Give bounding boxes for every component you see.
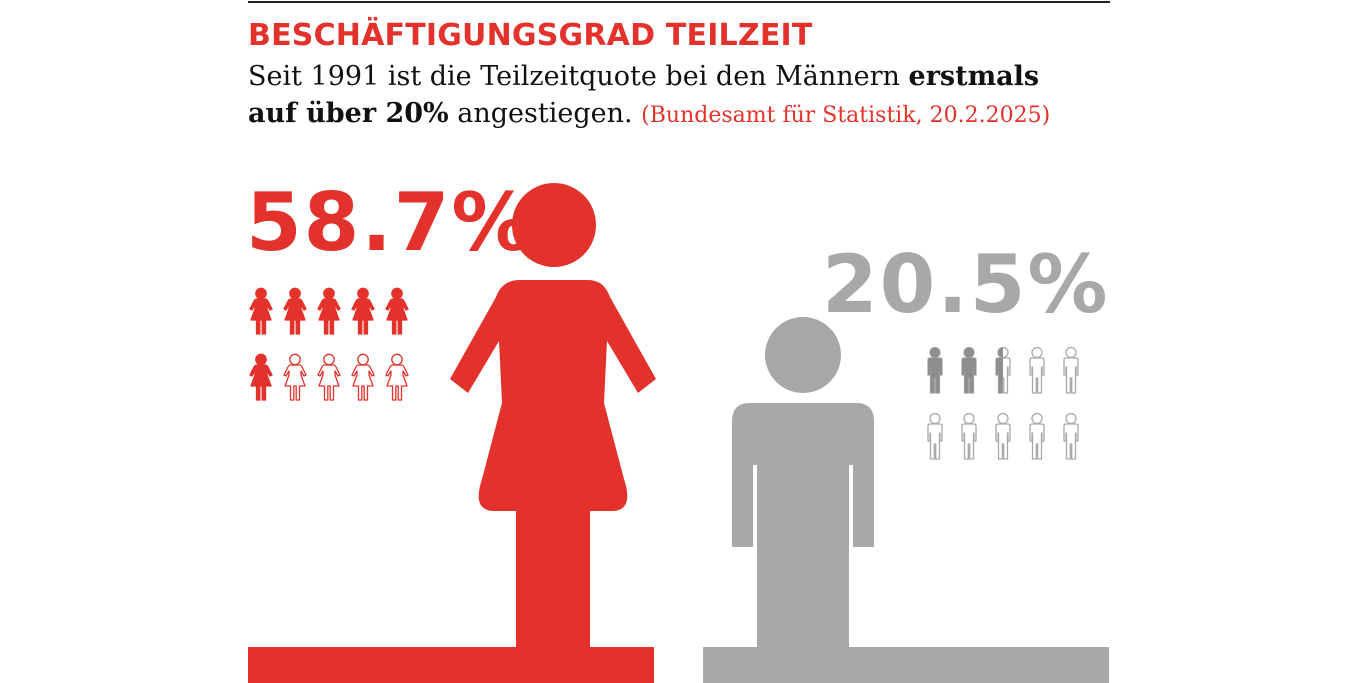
women-grid-icon (351, 353, 375, 401)
women-floor-bar (248, 647, 654, 683)
subtitle-bold-1: erstmals (908, 61, 1040, 92)
men-floor-bar (703, 647, 1109, 683)
men-grid-icon (927, 412, 943, 460)
chart-title: BESCHÄFTIGUNGSGRAD TEILZEIT (248, 18, 813, 53)
woman-figure-icon (450, 183, 656, 651)
subtitle-bold-2: auf über 20% (248, 98, 449, 129)
chart-subtitle: Seit 1991 ist die Teilzeitquote bei den … (248, 58, 1118, 134)
men-grid-icon (995, 412, 1011, 460)
men-grid-icon (1029, 346, 1045, 394)
men-grid-icon (961, 346, 977, 394)
man-figure-icon (732, 317, 874, 651)
women-grid-icon (283, 287, 307, 335)
men-grid-icon (927, 346, 943, 394)
women-grid-icon (385, 353, 409, 401)
men-grid-icon (1063, 412, 1079, 460)
women-icon-grid (249, 287, 409, 401)
women-grid-icon (283, 353, 307, 401)
women-grid-icon (249, 353, 273, 401)
women-grid-icon (351, 287, 375, 335)
women-grid-icon (317, 353, 341, 401)
men-grid-icon (1063, 346, 1079, 394)
men-grid-icon (961, 412, 977, 460)
women-percentage-label: 58.7% (246, 176, 534, 269)
men-grid-icon (1029, 412, 1045, 460)
subtitle-text-1: Seit 1991 ist die Teilzeitquote bei den … (248, 61, 909, 92)
men-icon-grid (927, 346, 1079, 460)
women-grid-icon (385, 287, 409, 335)
woman-head (512, 183, 596, 267)
woman-body (450, 280, 656, 651)
source-citation: (Bundesamt für Statistik, 20.2.2025) (641, 103, 1051, 128)
top-rule (248, 1, 1110, 3)
men-grid-icon (995, 346, 1011, 394)
men-percentage-label: 20.5% (822, 238, 1110, 331)
women-grid-icon (317, 287, 341, 335)
man-head (765, 317, 841, 393)
women-grid-icon (249, 287, 273, 335)
man-body (732, 403, 874, 651)
subtitle-text-2: angestiegen. (448, 98, 642, 129)
